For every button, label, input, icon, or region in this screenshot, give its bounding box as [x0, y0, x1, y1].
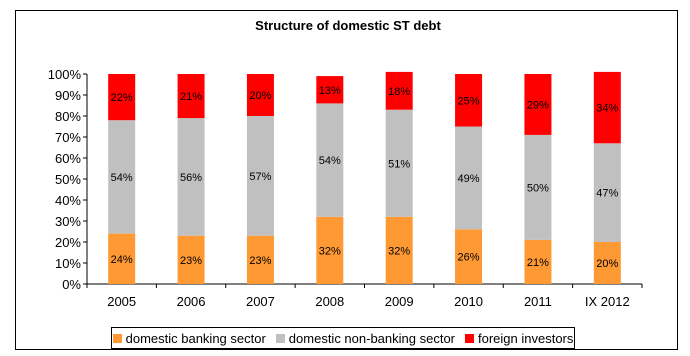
y-tick-label: 40%	[55, 193, 81, 208]
legend-item: domestic banking sector	[112, 330, 266, 346]
data-label: 49%	[458, 173, 480, 185]
bar-segment	[524, 74, 552, 135]
y-tick-label: 70%	[55, 130, 81, 145]
x-tick-label: 2010	[454, 294, 483, 309]
y-tick-label: 60%	[55, 151, 81, 166]
x-tick-label: 2011	[524, 294, 552, 309]
data-labels-layer: 24% 54% 22% 23% 56% 21% 23% 57% 20% 32% 54% 13% 32% 5…	[111, 85, 619, 270]
y-tick-label: 0%	[62, 277, 81, 292]
legend-swatch	[275, 333, 285, 343]
y-tick-label: 100%	[48, 67, 82, 82]
data-label: 34%	[596, 103, 618, 115]
data-label: 23%	[249, 255, 271, 267]
data-label: 32%	[319, 245, 341, 257]
data-label: 18%	[388, 86, 410, 98]
y-tick-label: 20%	[55, 235, 81, 250]
x-tick-label: 2005	[107, 294, 136, 309]
bar-segment	[177, 74, 205, 119]
bar-segment	[455, 229, 483, 284]
data-label: 24%	[111, 254, 133, 266]
data-label: 57%	[249, 171, 271, 183]
bars-layer	[108, 71, 621, 284]
data-label: 50%	[527, 182, 549, 194]
data-label: 21%	[180, 91, 202, 103]
legend-item: domestic non-banking sector	[275, 330, 455, 346]
data-label: 54%	[111, 172, 133, 184]
data-label: 25%	[458, 95, 480, 107]
bar-segment	[246, 116, 274, 236]
bar-segment	[385, 71, 413, 110]
bar-segment	[177, 118, 205, 236]
legend-label: foreign investors	[478, 330, 574, 346]
data-label: 47%	[596, 188, 618, 200]
x-tick-label: IX 2012	[585, 294, 630, 309]
bar-segment	[108, 74, 136, 121]
data-label: 22%	[111, 92, 133, 104]
data-label: 29%	[527, 99, 549, 111]
x-tick-label: 2007	[246, 294, 275, 309]
bar-segment	[593, 242, 621, 284]
data-label: 32%	[388, 245, 410, 257]
bar-segment	[316, 103, 344, 217]
legend-item: foreign investors	[465, 331, 573, 346]
bar-segment	[108, 233, 136, 284]
y-tick-label: 10%	[55, 256, 81, 271]
x-tick-label: 2008	[315, 294, 344, 309]
bar-segment	[593, 143, 621, 242]
data-label: 54%	[319, 155, 341, 167]
bar-segment	[524, 134, 552, 240]
data-label: 20%	[596, 258, 618, 270]
data-label: 51%	[388, 158, 410, 170]
legend-swatch	[465, 333, 474, 343]
data-label: 20%	[249, 90, 271, 102]
data-label: 13%	[319, 85, 341, 97]
y-tick-label: 30%	[55, 214, 81, 229]
x-tick-label: 2009	[385, 294, 414, 309]
bar-segment	[593, 71, 621, 144]
axes: 0% 10% 20% 30% 40% 50% 60% 70% 80% 90% 100% 2005 200…	[48, 67, 643, 309]
bar-segment	[316, 76, 344, 104]
legend-label: domestic banking sector	[125, 330, 266, 346]
bar-segment	[455, 74, 483, 127]
bar-segment	[316, 216, 344, 284]
y-tick-label: 80%	[55, 109, 81, 124]
bar-segment	[455, 126, 483, 230]
bar-segment	[177, 235, 205, 284]
legend-swatch	[112, 333, 122, 343]
x-tick-label: 2006	[177, 294, 206, 309]
bar-segment	[385, 109, 413, 217]
bar-segment	[524, 239, 552, 284]
legend-label: domestic non-banking sector	[288, 330, 455, 346]
legend: domestic banking sector domestic non-bank…	[111, 327, 575, 349]
bar-segment	[108, 120, 136, 234]
chart-title: Structure of domestic ST debt	[255, 18, 441, 33]
data-label: 23%	[180, 255, 202, 267]
y-tick-label: 90%	[55, 88, 81, 103]
bar-segment	[246, 74, 274, 116]
bar-segment	[246, 235, 274, 284]
data-label: 26%	[458, 252, 480, 264]
bar-segment	[385, 216, 413, 284]
data-label: 21%	[527, 257, 549, 269]
data-label: 56%	[180, 172, 202, 184]
y-tick-label: 50%	[55, 172, 81, 187]
